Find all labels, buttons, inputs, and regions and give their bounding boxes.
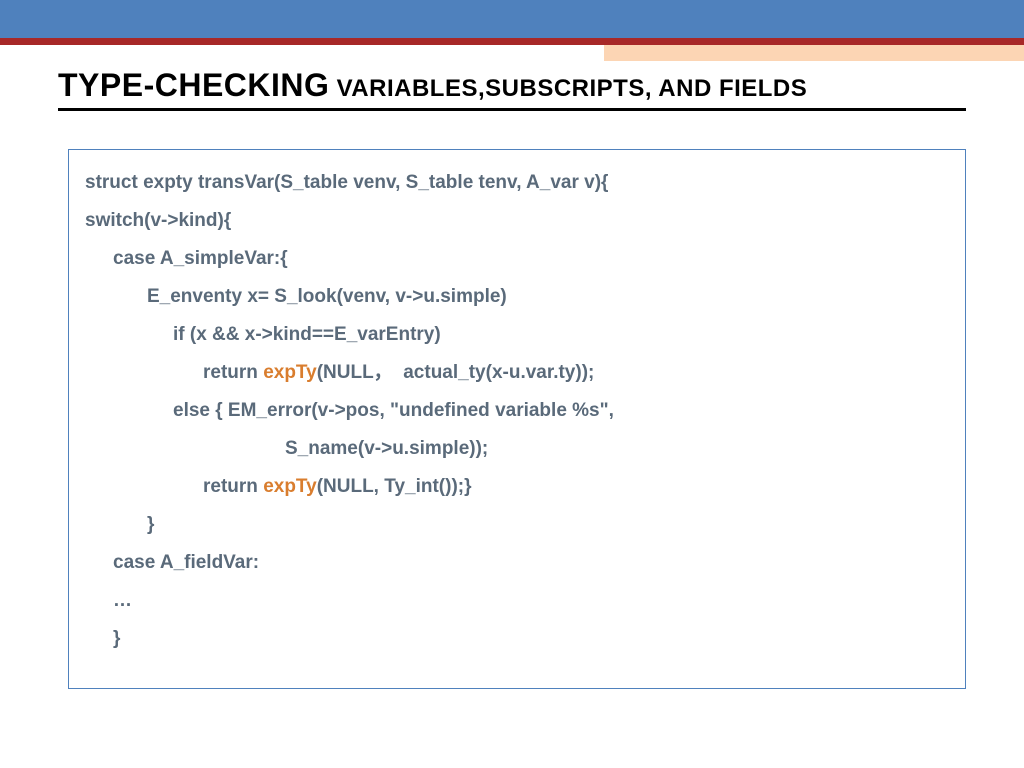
code-line: struct expty transVar(S_table venv, S_ta… xyxy=(85,164,949,202)
code-line: return expTy(NULL, Ty_int());} xyxy=(85,468,949,506)
code-line: … xyxy=(85,582,949,620)
code-line: S_name(v->u.simple)); xyxy=(85,430,949,468)
code-text: (NULL, Ty_int());} xyxy=(317,476,472,497)
code-line: switch(v->kind){ xyxy=(85,202,949,240)
code-block: struct expty transVar(S_table venv, S_ta… xyxy=(68,149,966,689)
code-text: return xyxy=(203,362,263,383)
code-line: E_enventy x= S_look(venv, v->u.simple) xyxy=(85,278,949,316)
code-line: } xyxy=(85,506,949,544)
red-accent-bar xyxy=(0,38,1024,45)
top-blue-bar xyxy=(0,0,1024,38)
code-keyword: expTy xyxy=(263,476,317,497)
code-text: (NULL， actual_ty(x-u.var.ty)); xyxy=(317,362,595,383)
code-keyword: expTy xyxy=(263,362,317,383)
title-main: TYPE-CHECKING xyxy=(58,67,329,103)
code-line: } xyxy=(85,620,949,658)
code-text: return xyxy=(203,476,263,497)
code-line: if (x && x->kind==E_varEntry) xyxy=(85,316,949,354)
code-line: case A_simpleVar:{ xyxy=(85,240,949,278)
code-line: else { EM_error(v->pos, "undefined varia… xyxy=(85,392,949,430)
slide-title: TYPE-CHECKING VARIABLES,SUBSCRIPTS, AND … xyxy=(58,67,966,111)
title-sub: VARIABLES,SUBSCRIPTS, AND FIELDS xyxy=(329,75,807,102)
code-line: case A_fieldVar: xyxy=(85,544,949,582)
code-line: return expTy(NULL， actual_ty(x-u.var.ty)… xyxy=(85,354,949,392)
peach-accent-bar xyxy=(604,45,1024,61)
